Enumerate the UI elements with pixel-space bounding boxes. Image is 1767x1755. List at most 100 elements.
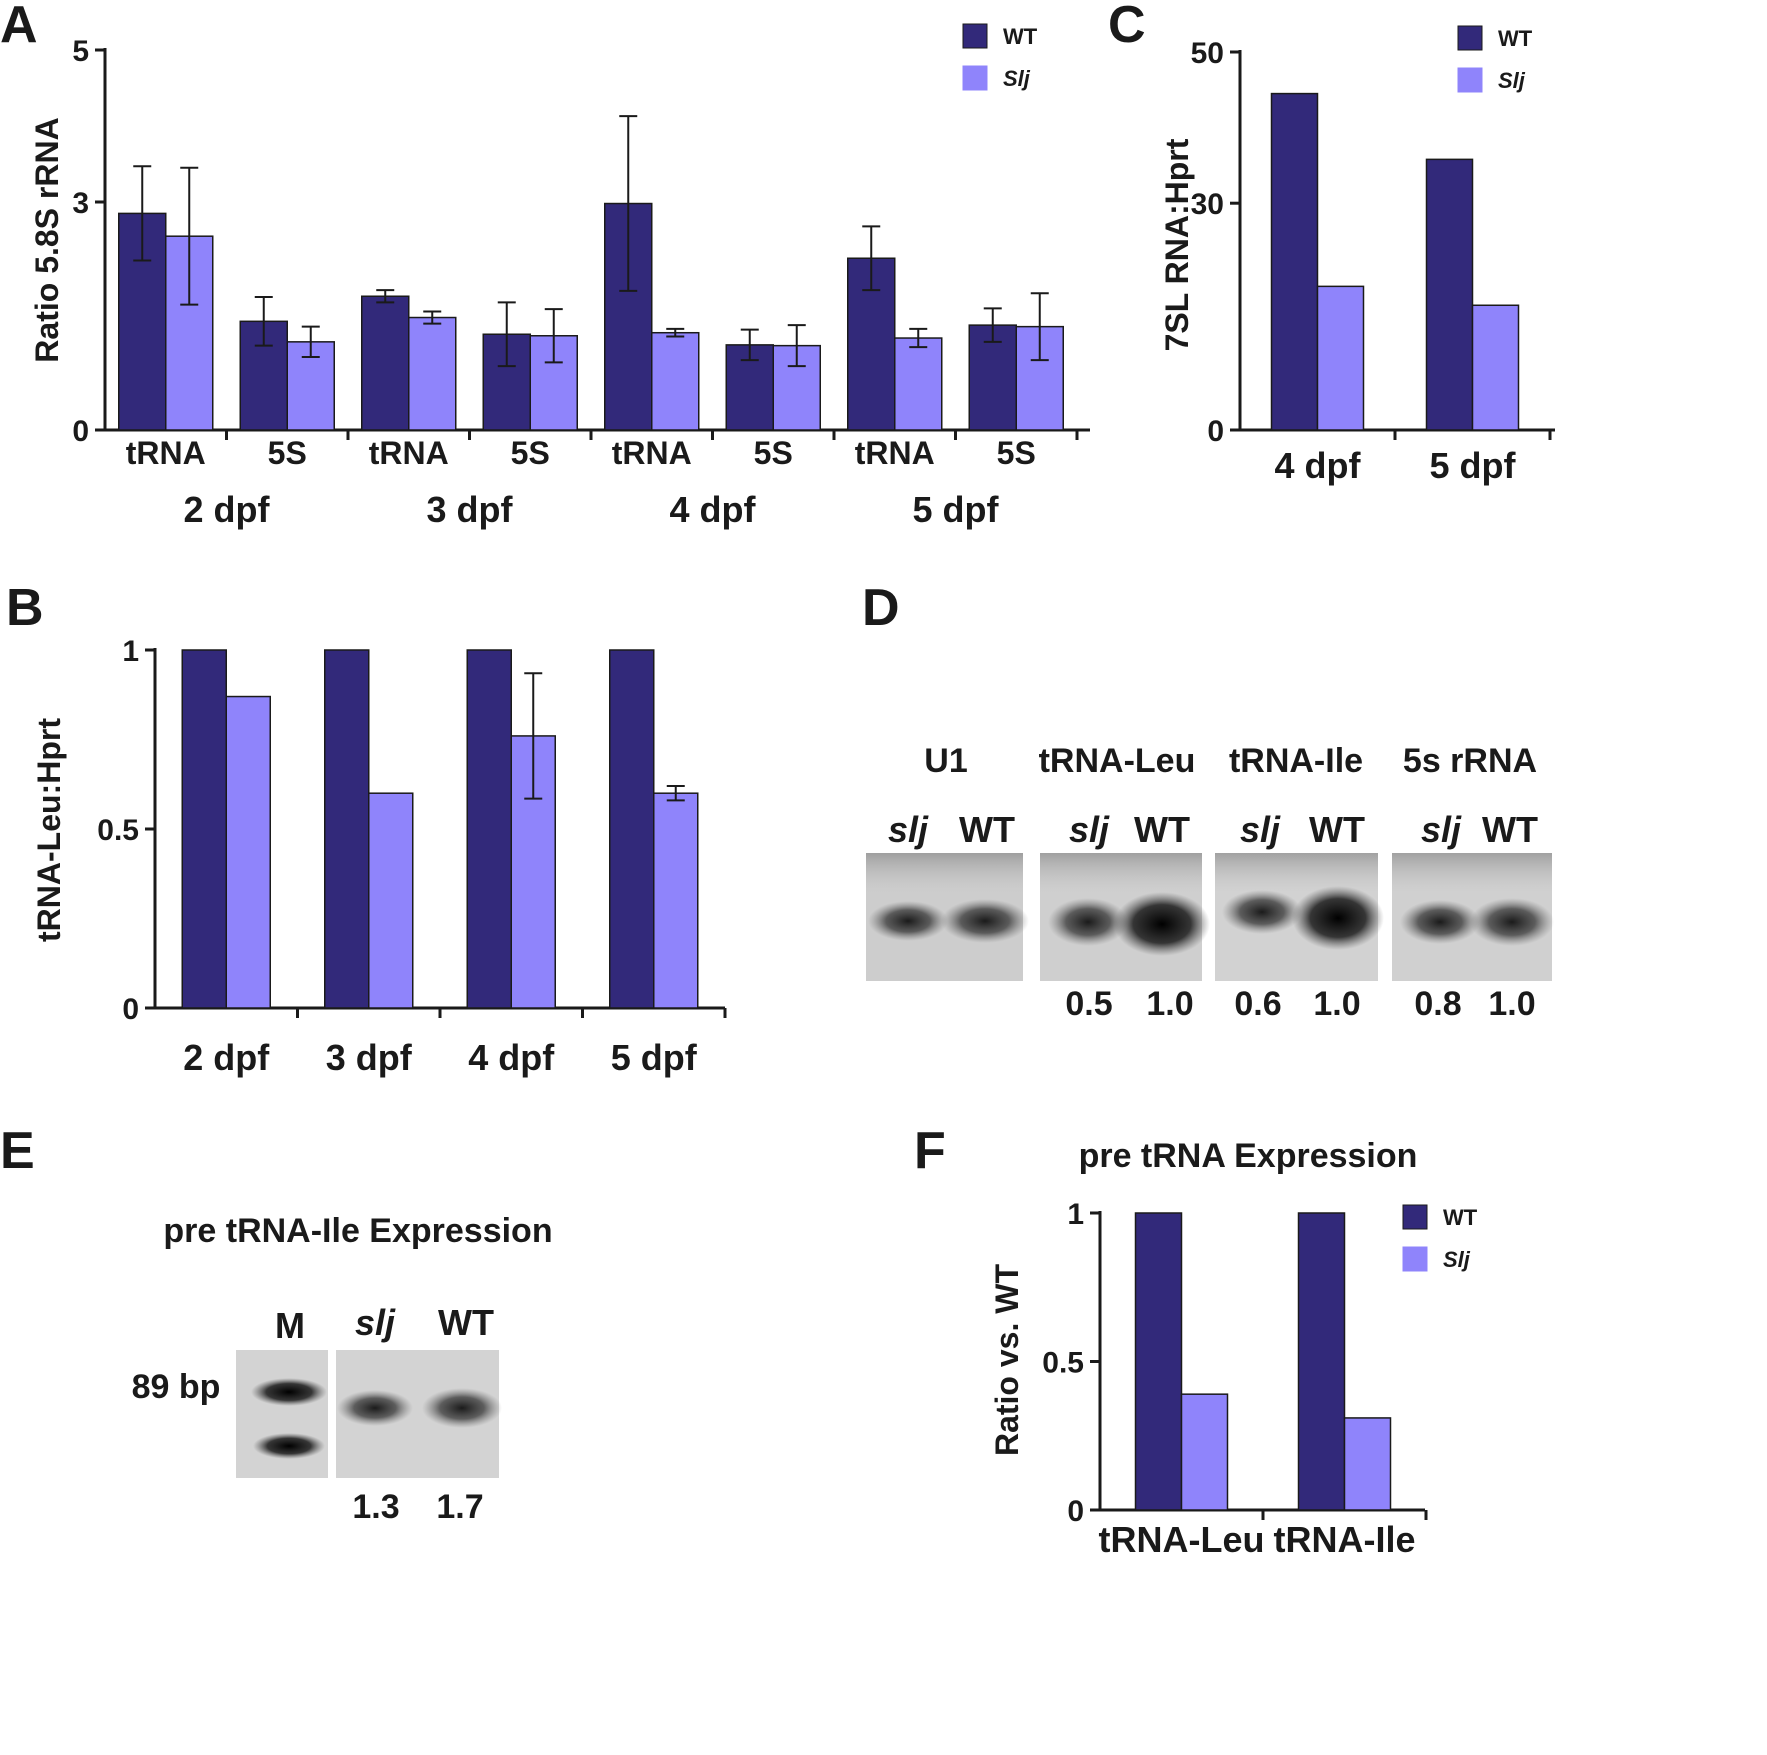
panel-label-f: F bbox=[914, 1122, 946, 1180]
chart-a-xtick-label: tRNA bbox=[612, 435, 692, 471]
chart-b-ytick-label: 0 bbox=[122, 993, 139, 1026]
blot-d-band-u1-slj bbox=[868, 901, 948, 941]
blot-d-header-trna-ile: tRNA-Ile bbox=[1229, 742, 1363, 780]
blot-d-band-trna-leu-slj bbox=[1048, 898, 1128, 946]
chart-c-ytick-label: 50 bbox=[1191, 37, 1224, 70]
chart-c-legend-label-slj: Slj bbox=[1498, 68, 1526, 93]
chart-c-bar-slj bbox=[1316, 285, 1365, 431]
blot-e-lane-wt: WT bbox=[438, 1302, 494, 1343]
chart-b-ytick-label: 0.5 bbox=[97, 814, 139, 847]
chart-f-legend-label-slj: Slj bbox=[1443, 1247, 1471, 1272]
chart-f-ytick-label: 1 bbox=[1067, 1198, 1084, 1231]
chart-a: Ratio 5.8S rRNA 0 3 5 tRNA 5S tRNA 5S tRNA 5S tRNA… bbox=[29, 23, 1090, 530]
chart-f-xtick-label: tRNA-Leu bbox=[1099, 1519, 1265, 1560]
blot-d-smear-trna-ile bbox=[1215, 853, 1378, 893]
panel-label-e: E bbox=[0, 1122, 35, 1180]
panel-label-b: B bbox=[6, 579, 44, 637]
chart-f-xtick-label: tRNA-Ile bbox=[1274, 1519, 1416, 1560]
blot-d-band-u1-wt bbox=[941, 899, 1029, 943]
chart-c-bar-slj bbox=[1471, 304, 1520, 431]
blot-d-smear-u1 bbox=[866, 853, 1023, 893]
chart-f-bar-wt bbox=[1134, 1212, 1183, 1511]
chart-f-legend-swatch-slj bbox=[1402, 1246, 1428, 1272]
blot-d-lane-wt-4: WT bbox=[1482, 809, 1538, 850]
blot-d-quant-trna-ile-slj: 0.6 bbox=[1234, 985, 1281, 1023]
chart-b: tRNA-Leu:Hprt 0 0.5 1 2 dpf 3 dpf 4 dpf 5 dpf bbox=[31, 635, 727, 1078]
blot-e-band-marker-lower bbox=[253, 1433, 325, 1459]
chart-b-ytick-label: 1 bbox=[122, 635, 139, 668]
chart-f-bar-slj bbox=[1180, 1393, 1229, 1511]
blot-e-band-marker-upper bbox=[251, 1378, 327, 1406]
chart-c-xtick-label: 4 dpf bbox=[1275, 445, 1362, 486]
blot-e-quant-slj: 1.3 bbox=[352, 1488, 399, 1526]
blot-d-lane-slj-4: slj bbox=[1421, 809, 1462, 850]
blot-d-header-trna-leu: tRNA-Leu bbox=[1039, 742, 1196, 780]
blot-d-quant-trna-leu-slj: 0.5 bbox=[1065, 985, 1112, 1023]
blot-d-quant-5s-rrna-wt: 1.0 bbox=[1488, 985, 1535, 1023]
chart-b-bar-wt bbox=[324, 649, 370, 1009]
blot-d-quant-5s-rrna-slj: 0.8 bbox=[1414, 985, 1461, 1023]
blot-d: U1 tRNA-Leu tRNA-Ile 5s rRNA slj WT slj … bbox=[866, 742, 1554, 1023]
blot-d-lane-slj-3: slj bbox=[1240, 809, 1281, 850]
blot-e: pre tRNA-Ile Expression M slj WT 89 bp 1… bbox=[132, 1212, 553, 1526]
chart-c-legend-label-wt: WT bbox=[1498, 26, 1533, 51]
panel-label-c: C bbox=[1108, 0, 1146, 54]
chart-f-legend-swatch-wt bbox=[1402, 1204, 1428, 1230]
blot-d-smear-5s-rrna bbox=[1392, 853, 1552, 893]
chart-f: Ratio vs. WT 0 0.5 1 tRNA-Leu tRNA-Ile WT Slj bbox=[989, 1198, 1478, 1560]
chart-a-legend-swatch-wt bbox=[962, 23, 988, 49]
panel-label-a: A bbox=[0, 0, 38, 54]
chart-f-ytick-label: 0 bbox=[1067, 1495, 1084, 1528]
chart-a-xtick-label: 5S bbox=[997, 435, 1036, 471]
chart-a-xtick-label: tRNA bbox=[369, 435, 449, 471]
blot-e-title: pre tRNA-Ile Expression bbox=[163, 1212, 552, 1250]
chart-b-bar-slj bbox=[225, 695, 271, 1009]
blot-d-band-5s-rrna-slj bbox=[1400, 900, 1480, 944]
chart-c-bar-wt bbox=[1270, 92, 1319, 431]
blot-d-band-trna-leu-wt bbox=[1114, 892, 1210, 956]
panel-label-d: D bbox=[862, 579, 900, 637]
blot-e-band-slj bbox=[337, 1390, 413, 1426]
chart-b-ylabel: tRNA-Leu:Hprt bbox=[31, 718, 67, 942]
chart-b-xtick-label: 2 dpf bbox=[183, 1037, 270, 1078]
chart-a-ytick-label: 3 bbox=[72, 187, 89, 220]
chart-b-xtick-label: 3 dpf bbox=[326, 1037, 413, 1078]
chart-c-xtick-label: 5 dpf bbox=[1430, 445, 1517, 486]
chart-b-xtick-label: 5 dpf bbox=[611, 1037, 698, 1078]
chart-a-legend-label-wt: WT bbox=[1003, 24, 1038, 49]
chart-c-ylabel: 7SL RNA:Hprt bbox=[1159, 138, 1195, 351]
chart-b-bar-wt bbox=[609, 649, 655, 1009]
chart-a-bar-slj bbox=[408, 316, 457, 431]
chart-a-xtick-label: 5S bbox=[268, 435, 307, 471]
blot-d-quant-trna-ile-wt: 1.0 bbox=[1313, 985, 1360, 1023]
chart-c: 7SL RNA:Hprt 0 30 50 4 dpf 5 dpf WT Slj bbox=[1159, 25, 1555, 486]
chart-a-group-label: 2 dpf bbox=[184, 489, 271, 530]
chart-b-bar-wt bbox=[466, 649, 512, 1009]
blot-d-header-u1: U1 bbox=[924, 742, 967, 780]
blot-e-band-wt bbox=[422, 1388, 502, 1428]
blot-e-lane-marker: M bbox=[275, 1305, 305, 1346]
chart-f-title: pre tRNA Expression bbox=[1079, 1137, 1418, 1175]
chart-a-bar-slj bbox=[651, 331, 700, 431]
blot-e-size-label: 89 bp bbox=[132, 1368, 221, 1406]
blot-e-lane-slj: slj bbox=[355, 1302, 396, 1343]
chart-c-legend-swatch-wt bbox=[1457, 25, 1483, 51]
blot-d-band-trna-ile-wt bbox=[1292, 886, 1384, 950]
chart-a-ylabel: Ratio 5.8S rRNA bbox=[29, 117, 65, 362]
chart-b-bar-slj bbox=[368, 792, 414, 1009]
chart-a-group-label: 4 dpf bbox=[670, 489, 757, 530]
blot-e-quant-wt: 1.7 bbox=[436, 1488, 483, 1526]
chart-b-xtick-label: 4 dpf bbox=[468, 1037, 555, 1078]
blot-e-strip-marker bbox=[236, 1350, 328, 1478]
chart-a-group-label: 5 dpf bbox=[913, 489, 1000, 530]
chart-a-xtick-label: tRNA bbox=[126, 435, 206, 471]
chart-c-bar-wt bbox=[1425, 158, 1474, 431]
chart-a-ytick-label: 5 bbox=[72, 35, 89, 68]
chart-f-ytick-label: 0.5 bbox=[1042, 1347, 1084, 1380]
chart-a-legend-label-slj: Slj bbox=[1003, 66, 1031, 91]
blot-d-band-trna-ile-slj bbox=[1222, 890, 1302, 934]
chart-b-bar-slj bbox=[653, 792, 699, 1009]
chart-a-bar-slj bbox=[894, 337, 943, 431]
chart-a-group-label: 3 dpf bbox=[427, 489, 514, 530]
blot-d-lane-slj-2: slj bbox=[1069, 809, 1110, 850]
